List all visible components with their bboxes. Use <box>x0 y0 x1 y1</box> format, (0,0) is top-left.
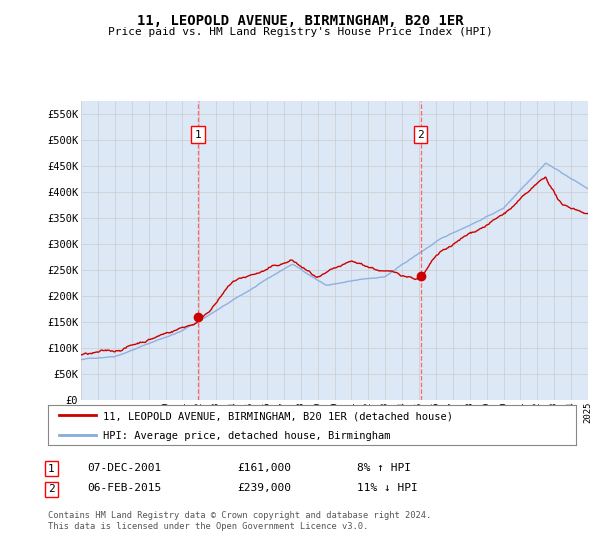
Text: 1: 1 <box>48 464 55 474</box>
Text: Contains HM Land Registry data © Crown copyright and database right 2024.: Contains HM Land Registry data © Crown c… <box>48 511 431 520</box>
Text: HPI: Average price, detached house, Birmingham: HPI: Average price, detached house, Birm… <box>103 431 391 441</box>
Text: 8% ↑ HPI: 8% ↑ HPI <box>357 463 411 473</box>
Text: 2: 2 <box>48 484 55 494</box>
Text: 11% ↓ HPI: 11% ↓ HPI <box>357 483 418 493</box>
Text: 11, LEOPOLD AVENUE, BIRMINGHAM, B20 1ER (detached house): 11, LEOPOLD AVENUE, BIRMINGHAM, B20 1ER … <box>103 411 454 421</box>
Text: 11, LEOPOLD AVENUE, BIRMINGHAM, B20 1ER: 11, LEOPOLD AVENUE, BIRMINGHAM, B20 1ER <box>137 14 463 28</box>
Text: £239,000: £239,000 <box>237 483 291 493</box>
Text: 06-FEB-2015: 06-FEB-2015 <box>87 483 161 493</box>
Text: This data is licensed under the Open Government Licence v3.0.: This data is licensed under the Open Gov… <box>48 522 368 531</box>
Text: £161,000: £161,000 <box>237 463 291 473</box>
Text: 1: 1 <box>194 130 202 139</box>
Text: 07-DEC-2001: 07-DEC-2001 <box>87 463 161 473</box>
Text: 2: 2 <box>417 130 424 139</box>
Text: Price paid vs. HM Land Registry's House Price Index (HPI): Price paid vs. HM Land Registry's House … <box>107 27 493 37</box>
